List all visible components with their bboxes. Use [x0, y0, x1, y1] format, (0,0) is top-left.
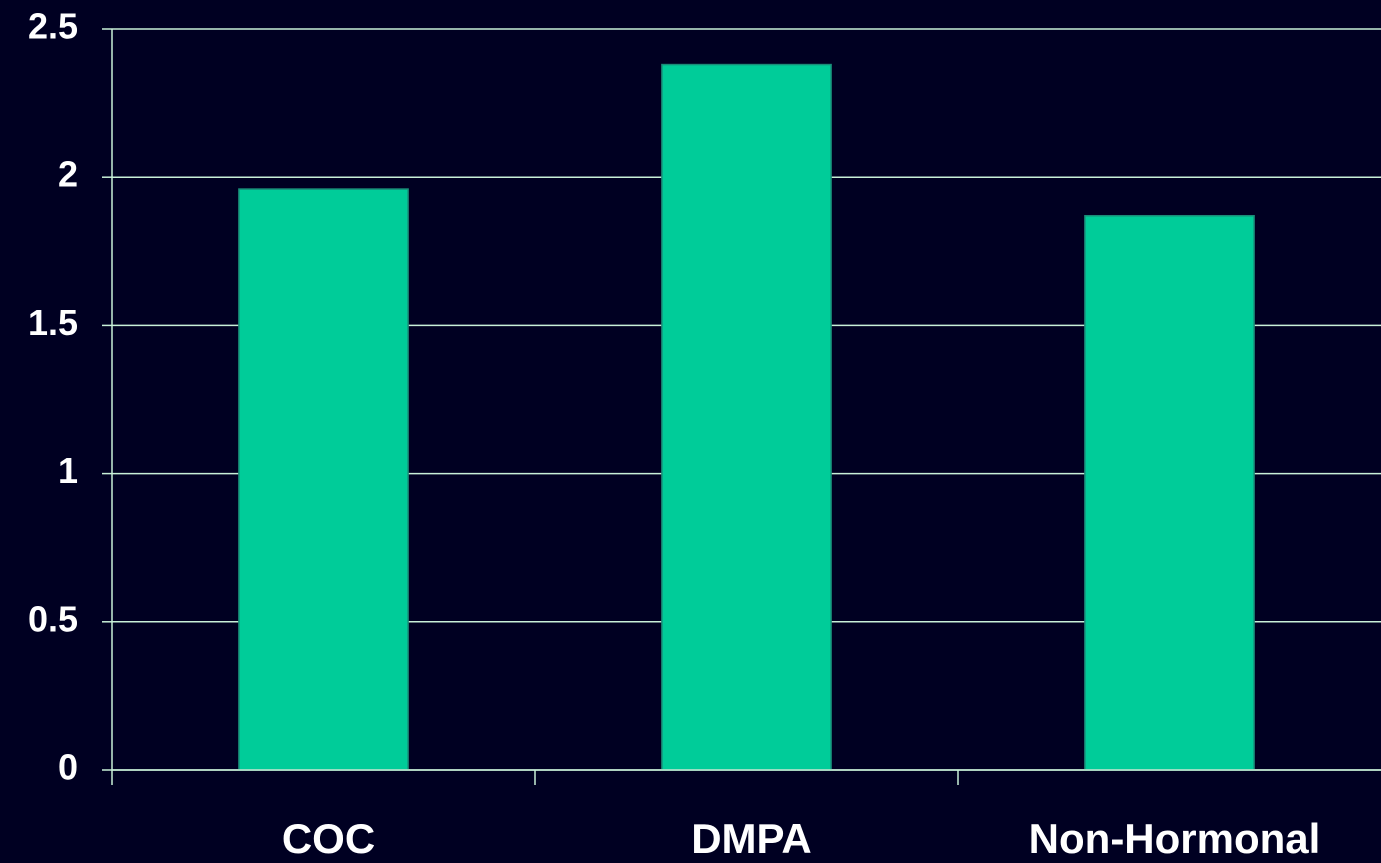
x-tick-label: Non-Hormonal: [1029, 815, 1321, 862]
bar: [1084, 214, 1255, 771]
y-tick-label: 1: [58, 450, 78, 491]
y-tick-label: 2.5: [28, 6, 78, 47]
y-tick-label: 2: [58, 154, 78, 195]
y-tick-label: 1.5: [28, 302, 78, 343]
y-tick-label: 0.5: [28, 598, 78, 639]
bar: [238, 188, 409, 771]
x-tick-label: COC: [282, 815, 375, 862]
x-tick-label: DMPA: [691, 815, 812, 862]
y-tick-label: 0: [58, 747, 78, 788]
bar: [661, 63, 832, 771]
